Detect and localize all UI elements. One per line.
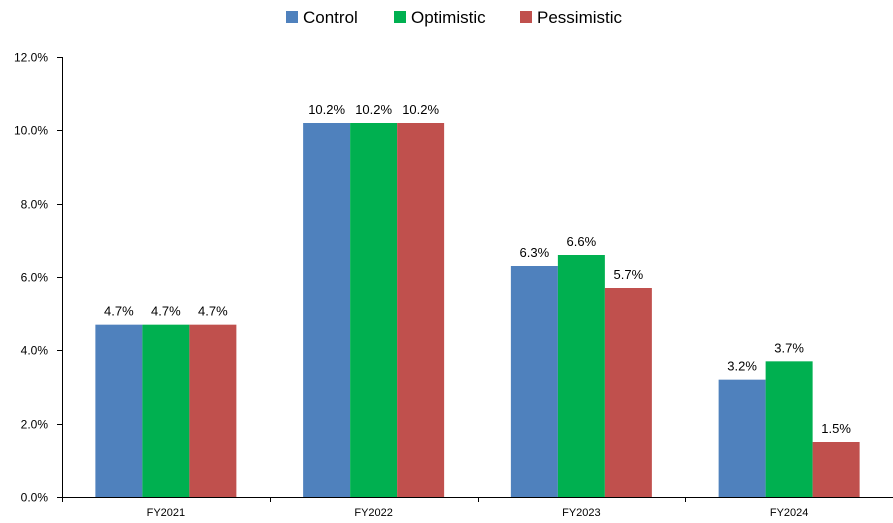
bar-pessimistic-fy2023: [604, 288, 652, 497]
bar-optimistic-fy2024: [765, 361, 813, 497]
legend-swatch-pessimistic: [520, 11, 532, 23]
x-category-label: FY2021: [147, 507, 186, 519]
x-category-label: FY2022: [354, 507, 393, 519]
x-category-label: FY2024: [770, 507, 809, 519]
bar-pessimistic-fy2022: [397, 123, 445, 497]
bar-optimistic-fy2023: [557, 255, 605, 497]
y-tick-label: 6.0%: [21, 271, 49, 285]
data-label-optimistic-fy2024: 3.7%: [774, 340, 804, 355]
x-category-label: FY2023: [562, 507, 601, 519]
data-label-optimistic-fy2021: 4.7%: [151, 304, 181, 319]
data-labels: 4.7% 4.7% 4.7% 10.2% 10.2% 10.2% 6.3% 6.6% 5.7% 3…: [104, 102, 851, 436]
y-tick-label: 4.0%: [21, 344, 49, 358]
legend: Control Optimistic Pessimistic: [286, 8, 623, 27]
bar-optimistic-fy2021: [142, 324, 190, 497]
y-tick-label: 10.0%: [14, 124, 48, 138]
bar-control-fy2022: [303, 123, 351, 497]
data-label-pessimistic-fy2022: 10.2%: [402, 102, 439, 117]
data-label-pessimistic-fy2021: 4.7%: [198, 304, 228, 319]
bars: [95, 123, 860, 497]
data-label-optimistic-fy2023: 6.6%: [567, 234, 597, 249]
data-label-control-fy2021: 4.7%: [104, 304, 134, 319]
bar-pessimistic-fy2021: [189, 324, 237, 497]
data-label-control-fy2024: 3.2%: [727, 359, 757, 374]
bar-control-fy2024: [718, 379, 766, 497]
data-label-optimistic-fy2022: 10.2%: [355, 102, 392, 117]
data-label-control-fy2022: 10.2%: [308, 102, 345, 117]
bar-pessimistic-fy2024: [812, 442, 860, 497]
data-label-control-fy2023: 6.3%: [520, 245, 550, 260]
y-tick-label: 2.0%: [21, 418, 49, 432]
y-axis: 0.0% 2.0% 4.0% 6.0% 8.0% 10.0% 12.0%: [14, 51, 63, 505]
legend-label-control: Control: [303, 8, 358, 27]
legend-swatch-control: [286, 11, 298, 23]
data-label-pessimistic-fy2023: 5.7%: [614, 267, 644, 282]
x-axis: FY2021 FY2022 FY2023 FY2024: [57, 497, 893, 519]
data-label-pessimistic-fy2024: 1.5%: [821, 421, 851, 436]
legend-label-optimistic: Optimistic: [411, 8, 486, 27]
y-tick-label: 8.0%: [21, 198, 49, 212]
legend-swatch-optimistic: [394, 11, 406, 23]
bar-control-fy2023: [510, 266, 558, 497]
y-tick-label: 12.0%: [14, 51, 48, 65]
y-tick-label: 0.0%: [21, 491, 49, 505]
bar-optimistic-fy2022: [350, 123, 398, 497]
legend-label-pessimistic: Pessimistic: [537, 8, 623, 27]
bar-control-fy2021: [95, 324, 143, 497]
